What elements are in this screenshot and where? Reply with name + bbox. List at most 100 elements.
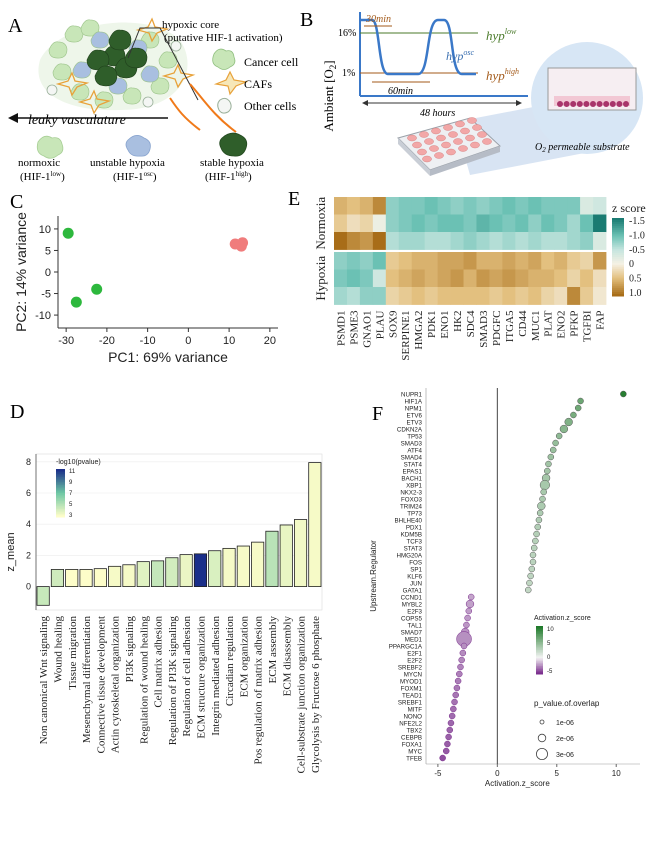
e-scale-segment	[612, 229, 624, 233]
c-y-axis-label: PC2: 14% variance	[13, 212, 29, 332]
f-regulator-label: ETV6	[407, 413, 423, 420]
b-seeded-cell	[623, 101, 629, 107]
d-category-label: Tissue migration	[67, 616, 79, 690]
e-hypoxia-cell	[567, 252, 581, 270]
f-regulator-label: MYC	[408, 749, 422, 756]
e-normoxia-cell	[385, 197, 400, 215]
unstable-hypoxia-cell-icon	[125, 135, 151, 157]
tumor-cell-normoxic	[64, 25, 84, 43]
d-legend-segment	[56, 491, 65, 494]
f-color-legend-segment	[536, 656, 543, 659]
b-plate-well	[429, 145, 439, 152]
e-hypoxia-cell	[372, 287, 387, 305]
e-normoxia-cell	[528, 197, 542, 215]
e-scale-segment	[612, 262, 624, 266]
panel-b: B Ambient [O2] 16% 1% 30min 60min 48 hou…	[300, 9, 643, 176]
f-color-legend-segment	[536, 670, 543, 673]
d-legend-tick: 3	[69, 513, 73, 519]
d-bar	[279, 524, 293, 587]
d-bar	[65, 569, 79, 588]
e-hypoxia-cell	[450, 252, 464, 270]
e-hypoxia-cell	[502, 287, 516, 305]
b-48h-label: 48 hours	[420, 108, 455, 119]
f-regulator-label: SREBF1	[398, 700, 423, 707]
f-regulator-point	[453, 684, 461, 692]
e-scale-segment	[612, 270, 624, 274]
d-bar	[50, 569, 64, 588]
d-legend-segment	[56, 505, 65, 508]
f-regulator-point	[532, 537, 539, 545]
e-normoxia-cell	[437, 197, 451, 215]
b-plate-well	[407, 134, 417, 142]
e-gene-label: PSME3	[348, 310, 360, 345]
f-color-legend-segment	[536, 630, 543, 633]
e-gene-label: PLAT	[543, 310, 555, 337]
d-legend-segment	[56, 485, 65, 488]
e-normoxia-cell	[346, 232, 361, 250]
f-regulator-point	[526, 579, 533, 587]
e-gene-label: ITGA5	[504, 310, 516, 342]
f-regulator-label: TAL1	[408, 623, 423, 630]
e-hypoxia-cell	[567, 287, 581, 305]
f-regulator-label: TP73	[407, 511, 422, 518]
f-regulator-point	[620, 390, 627, 398]
e-hypoxia-cell	[359, 269, 374, 288]
e-hypoxia-cell	[541, 269, 555, 288]
e-scale-segment	[612, 235, 624, 238]
f-color-legend-segment	[536, 638, 543, 641]
d-category-label: Wound healing	[52, 616, 64, 683]
hypoxic-core-sublabel: (putative HIF-1 activation)	[164, 32, 283, 44]
stable-hypoxia-cell-icon	[219, 132, 248, 157]
e-scale-segment	[612, 276, 624, 279]
e-scale-segment	[612, 294, 624, 297]
b-plate-well	[458, 145, 468, 152]
e-normoxia-cell	[385, 214, 400, 233]
e-scale-segment	[612, 237, 624, 240]
e-hypoxia-cell	[515, 269, 529, 288]
f-regulator-label: NUPR1	[401, 392, 423, 399]
d-legend-tick: 9	[69, 480, 73, 486]
f-regulator-label: NKX2-3	[400, 490, 422, 497]
b-1-percent: 1%	[342, 68, 355, 79]
e-normoxia-cell	[567, 214, 581, 233]
e-hypoxia-cell	[541, 252, 555, 270]
normoxic-label: normoxic	[18, 157, 60, 169]
f-color-legend-segment	[536, 661, 543, 664]
b-plate-well	[422, 155, 432, 163]
e-hypoxia-cell	[424, 287, 439, 305]
e-gene-label: PFKP	[569, 311, 581, 337]
e-hypoxia-cell	[346, 287, 361, 305]
tumor-cell-normoxic	[52, 63, 72, 81]
legend-caf-icon	[213, 70, 249, 96]
e-normoxia-cell	[554, 197, 568, 215]
e-hypoxia-cell	[554, 252, 568, 270]
e-hypoxia-cell	[515, 287, 529, 305]
e-scale-segment	[612, 247, 624, 250]
e-normoxia-cell	[372, 232, 387, 250]
d-legend-segment	[56, 489, 65, 492]
e-normoxia-cell	[437, 214, 451, 233]
f-regulator-label: TBX2	[407, 728, 423, 735]
legend-cancer-cell-label: Cancer cell	[244, 55, 299, 69]
e-normoxia-cell	[450, 232, 464, 250]
e-scale-segment	[612, 278, 624, 281]
d-legend-segment	[56, 475, 65, 478]
e-normoxia-cell	[334, 214, 348, 233]
f-regulator-label: E2F1	[407, 651, 422, 658]
f-regulator-label: BHLHE40	[394, 518, 422, 525]
d-legend-segment	[56, 497, 65, 500]
tumor-caf	[55, 71, 90, 97]
b-plate-well	[412, 141, 422, 149]
e-normoxia-cell	[411, 214, 426, 233]
d-category-label: Cell-substrate junction organization	[296, 616, 308, 774]
stable-hypoxia-label: stable hypoxia	[200, 157, 264, 169]
d-legend-segment	[56, 496, 65, 499]
tumor-other-cell	[142, 96, 154, 108]
e-scale-segment	[612, 260, 624, 264]
e-hypoxia-label: Hypoxia	[313, 256, 328, 301]
e-hypoxia-cell	[372, 269, 387, 288]
e-normoxia-cell	[463, 232, 477, 250]
normoxic-cell-icon	[36, 135, 64, 159]
e-scale-title: z score	[612, 201, 646, 215]
